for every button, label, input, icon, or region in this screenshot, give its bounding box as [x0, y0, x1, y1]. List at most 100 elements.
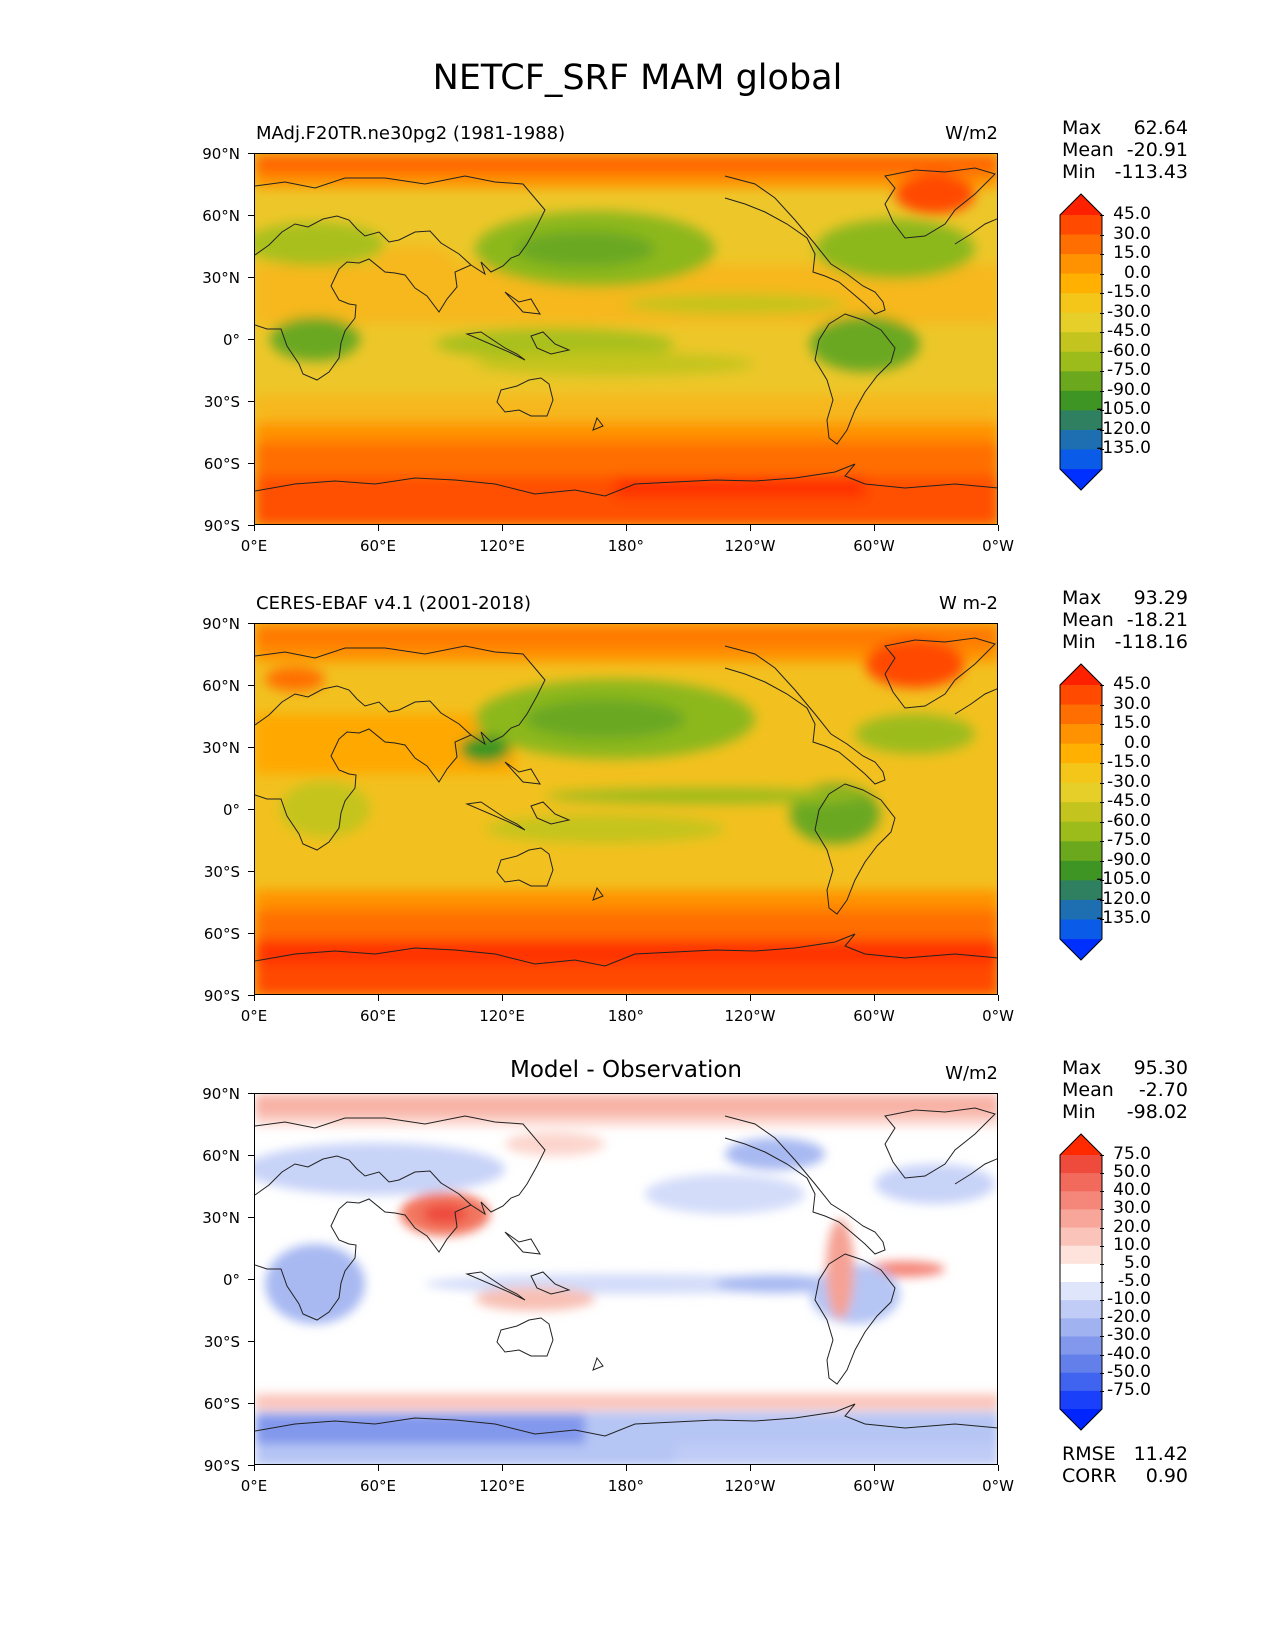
panel-3-stats: Max 95.30 Mean -2.70 Min -98.02: [1062, 1057, 1188, 1123]
stat-value: -98.02: [1126, 1101, 1188, 1123]
panel-2-colorbar: [1059, 663, 1103, 961]
colorbar-tick-label: -105.0: [1096, 869, 1151, 890]
x-tick-mark: [626, 995, 627, 1001]
colorbar-tick: [1100, 782, 1104, 784]
panel-2-ytick: 30°S: [203, 863, 240, 881]
colorbar-tick-label: -40.0: [1107, 1343, 1151, 1364]
colorbar-tick: [1100, 1191, 1104, 1193]
x-tick-mark: [378, 995, 379, 1001]
x-tick-mark: [378, 525, 379, 531]
y-tick-mark: [248, 995, 254, 996]
stat-label: Mean: [1062, 609, 1114, 631]
colorbar-tick-label: 30.0: [1113, 693, 1151, 714]
colorbar-tick-label: 45.0: [1113, 204, 1151, 224]
colorbar-segment: [1060, 1300, 1102, 1319]
colorbar-tick: [1100, 449, 1104, 451]
colorbar-segment: [1060, 724, 1102, 745]
colorbar-extend-min: [1060, 469, 1102, 490]
colorbar-tick: [1100, 1209, 1104, 1211]
colorbar-extend-max: [1060, 664, 1102, 685]
x-tick-mark: [750, 525, 751, 531]
stat-label: Max: [1062, 1057, 1102, 1079]
colorbar-segment: [1060, 371, 1102, 392]
colorbar-tick-label: -60.0: [1107, 810, 1151, 831]
colorbar-segment: [1060, 685, 1102, 706]
colorbar-tick: [1100, 899, 1104, 901]
colorbar-tick-label: -20.0: [1107, 1307, 1151, 1328]
panel-3-ytick: 30°N: [202, 1209, 240, 1227]
colorbar-tick: [1100, 841, 1104, 843]
panel-3-xtick: 60°W: [853, 1477, 895, 1495]
colorbar-segment: [1060, 821, 1102, 842]
colorbar-tick: [1100, 332, 1104, 334]
colorbar-tick-label: 30.0: [1113, 223, 1151, 244]
panel-1-xtick: 120°E: [479, 537, 525, 555]
y-tick-mark: [248, 871, 254, 872]
panel-1-ytick: 0°: [222, 331, 240, 349]
colorbar-tick-label: -75.0: [1107, 360, 1151, 381]
panel-1-xtick: 60°E: [359, 537, 397, 555]
colorbar-tick: [1100, 1155, 1104, 1156]
x-tick-mark: [254, 1465, 255, 1471]
colorbar-segment: [1060, 880, 1102, 901]
stat-label: Max: [1062, 587, 1102, 609]
panel-2-xtick: 60°W: [853, 1007, 895, 1025]
panel-3-map-field: [255, 1094, 997, 1464]
stat-value: -20.91: [1126, 139, 1188, 161]
colorbar-segment: [1060, 860, 1102, 881]
panel-1-ytick: 90°N: [202, 145, 240, 163]
colorbar-segment: [1060, 234, 1102, 255]
stat-value: 62.64: [1133, 117, 1188, 139]
panel-3-colorbar: [1059, 1133, 1103, 1431]
colorbar-tick-label: 40.0: [1113, 1180, 1151, 1201]
panel-2-ytick: 90°N: [202, 615, 240, 633]
colorbar-tick-label: -5.0: [1117, 1271, 1151, 1291]
y-tick-mark: [248, 1093, 254, 1094]
panel-2-xtick: 120°E: [479, 1007, 525, 1025]
figure-title: NETCF_SRF MAM global: [432, 58, 843, 98]
colorbar-tick-label: -30.0: [1107, 1325, 1151, 1346]
colorbar-segment: [1060, 293, 1102, 314]
colorbar-tick-label: 30.0: [1113, 1198, 1151, 1219]
colorbar-tick-label: 10.0: [1113, 1234, 1151, 1255]
y-tick-mark: [248, 401, 254, 402]
colorbar-tick: [1100, 724, 1104, 726]
panel-3-xtick: 60°E: [359, 1477, 397, 1495]
colorbar-tick-label: 75.0: [1113, 1144, 1151, 1164]
colorbar-segment: [1060, 919, 1102, 940]
colorbar-tick: [1100, 743, 1104, 745]
colorbar-tick-label: -30.0: [1107, 301, 1151, 322]
colorbar-tick: [1100, 1263, 1104, 1265]
x-tick-mark: [378, 1465, 379, 1471]
panel-1-xtick: 0°E: [240, 537, 268, 555]
panel-3-xtick: 180°: [607, 1477, 645, 1495]
colorbar-segment: [1060, 410, 1102, 431]
colorbar-tick-label: -45.0: [1107, 321, 1151, 342]
y-tick-mark: [248, 463, 254, 464]
x-tick-mark: [502, 995, 503, 1001]
colorbar-tick-label: 15.0: [1113, 243, 1151, 264]
colorbar-tick-label: 0.0: [1123, 732, 1151, 753]
panel-2-ytick: 0°: [222, 801, 240, 819]
panel-2-xtick: 180°: [607, 1007, 645, 1025]
x-tick-mark: [998, 525, 999, 531]
colorbar-tick: [1100, 371, 1104, 373]
metric-label: RMSE: [1062, 1443, 1116, 1465]
colorbar-segment: [1060, 899, 1102, 921]
y-tick-mark: [248, 685, 254, 686]
metric-label: CORR: [1062, 1465, 1117, 1487]
stat-label: Max: [1062, 117, 1102, 139]
panel-2-ytick: 90°S: [203, 987, 240, 1005]
colorbar-tick: [1100, 312, 1104, 314]
y-tick-mark: [248, 1279, 254, 1280]
panel-1-title: MAdj.F20TR.ne30pg2 (1981-1988): [256, 123, 566, 144]
panel-3-xtick: 0°W: [982, 1477, 1014, 1495]
colorbar-segment: [1060, 449, 1102, 470]
panel-2-map-field: [255, 624, 997, 994]
x-tick-mark: [254, 525, 255, 531]
colorbar-segment: [1060, 782, 1102, 803]
panel-1-colorbar: [1059, 193, 1103, 491]
colorbar-tick-label: -15.0: [1107, 752, 1151, 773]
colorbar-segment: [1060, 1209, 1102, 1229]
colorbar-tick: [1100, 429, 1104, 431]
